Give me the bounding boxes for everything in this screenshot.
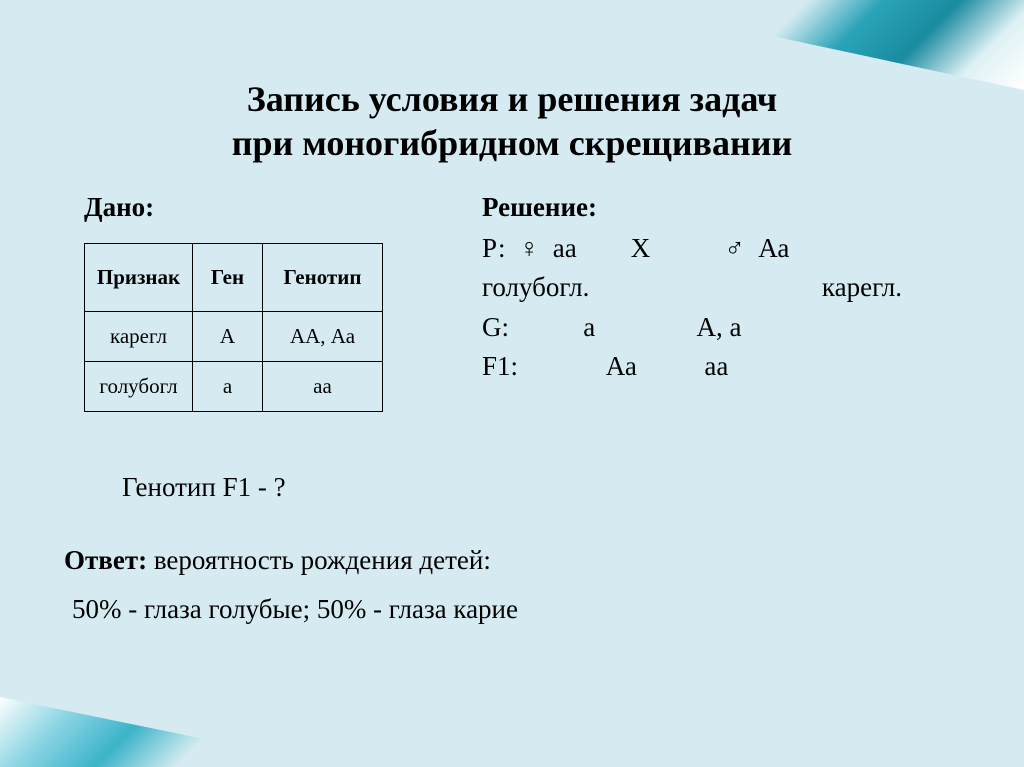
solution-phenotypes: голубогл. карегл. (482, 268, 902, 307)
table-header-row: Признак Ген Генотип (85, 243, 383, 311)
decor-bottom-left (0, 697, 340, 767)
answer-block: Ответ: вероятность рождения детей: 50% -… (64, 545, 960, 625)
given-label: Дано: (84, 192, 454, 223)
answer-text: вероятность рождения детей: (154, 545, 491, 575)
th-trait: Признак (85, 243, 193, 311)
left-column: Дано: Признак Ген Генотип карегл А АА, А… (64, 192, 454, 503)
cell-gene: А (193, 311, 263, 361)
table-row: карегл А АА, Аа (85, 311, 383, 361)
cell-gene: а (193, 361, 263, 411)
right-column: Решение: Р: ♀ аа Х ♂ Аа голубогл. карегл… (482, 192, 960, 387)
solution-P: Р: ♀ аа Х ♂ Аа (482, 229, 960, 268)
solution-G: G: а А, а (482, 308, 960, 347)
solution-F1: F1: Аа аа (482, 347, 960, 386)
cell-genotype: АА, Аа (263, 311, 383, 361)
pheno-right: карегл. (822, 268, 902, 307)
cell-genotype: аа (263, 361, 383, 411)
th-gene: Ген (193, 243, 263, 311)
percent-line: 50% - глаза голубые; 50% - глаза карие (72, 594, 960, 625)
solution-label: Решение: (482, 192, 960, 223)
pheno-left: голубогл. (482, 268, 589, 307)
cell-trait: карегл (85, 311, 193, 361)
answer-label: Ответ: (64, 545, 154, 575)
title-line-1: Запись условия и решения задач (247, 79, 777, 119)
question: Генотип F1 - ? (122, 472, 454, 503)
cell-trait: голубогл (85, 361, 193, 411)
trait-table: Признак Ген Генотип карегл А АА, Аа голу… (84, 243, 383, 412)
page-title: Запись условия и решения задач при моног… (64, 78, 960, 166)
table-row: голубогл а аа (85, 361, 383, 411)
th-genotype: Генотип (263, 243, 383, 311)
slide-content: Запись условия и решения задач при моног… (0, 0, 1024, 665)
title-line-2: при моногибридном скрещивании (232, 123, 792, 163)
